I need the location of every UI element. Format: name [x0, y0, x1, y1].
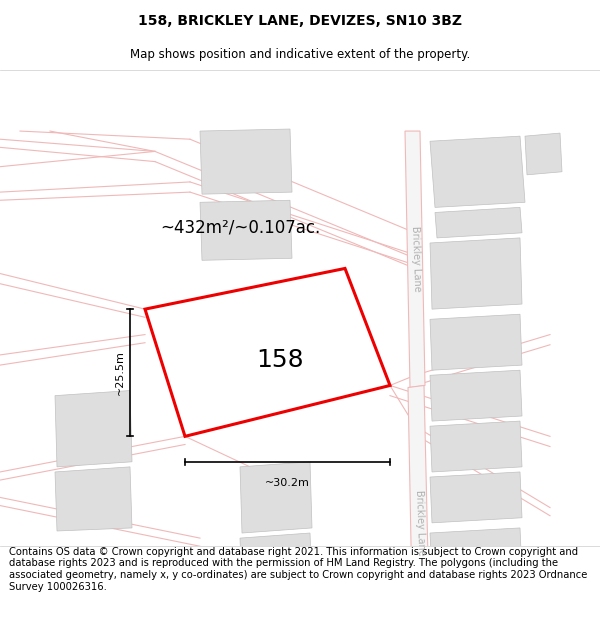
Polygon shape: [145, 269, 390, 436]
Text: Brickley Lane: Brickley Lane: [414, 490, 426, 556]
Polygon shape: [405, 131, 425, 388]
Polygon shape: [55, 391, 132, 467]
Polygon shape: [430, 370, 522, 421]
Text: ~30.2m: ~30.2m: [265, 478, 310, 488]
Polygon shape: [525, 133, 562, 175]
Polygon shape: [430, 238, 522, 309]
Polygon shape: [430, 136, 525, 208]
Polygon shape: [435, 208, 522, 238]
Polygon shape: [430, 314, 522, 370]
Text: Map shows position and indicative extent of the property.: Map shows position and indicative extent…: [130, 48, 470, 61]
Polygon shape: [430, 528, 522, 577]
Text: Contains OS data © Crown copyright and database right 2021. This information is : Contains OS data © Crown copyright and d…: [9, 547, 587, 592]
Polygon shape: [240, 533, 312, 594]
Text: 158, BRICKLEY LANE, DEVIZES, SN10 3BZ: 158, BRICKLEY LANE, DEVIZES, SN10 3BZ: [138, 14, 462, 28]
Polygon shape: [200, 129, 292, 194]
Text: 158: 158: [256, 348, 304, 372]
Polygon shape: [430, 472, 522, 523]
Polygon shape: [408, 386, 430, 625]
Polygon shape: [240, 462, 312, 533]
Polygon shape: [200, 200, 292, 260]
Text: Brickley Lane: Brickley Lane: [410, 225, 422, 291]
Polygon shape: [430, 421, 522, 472]
Text: ~25.5m: ~25.5m: [115, 350, 125, 395]
Polygon shape: [55, 467, 132, 531]
Text: ~432m²/~0.107ac.: ~432m²/~0.107ac.: [160, 219, 320, 237]
